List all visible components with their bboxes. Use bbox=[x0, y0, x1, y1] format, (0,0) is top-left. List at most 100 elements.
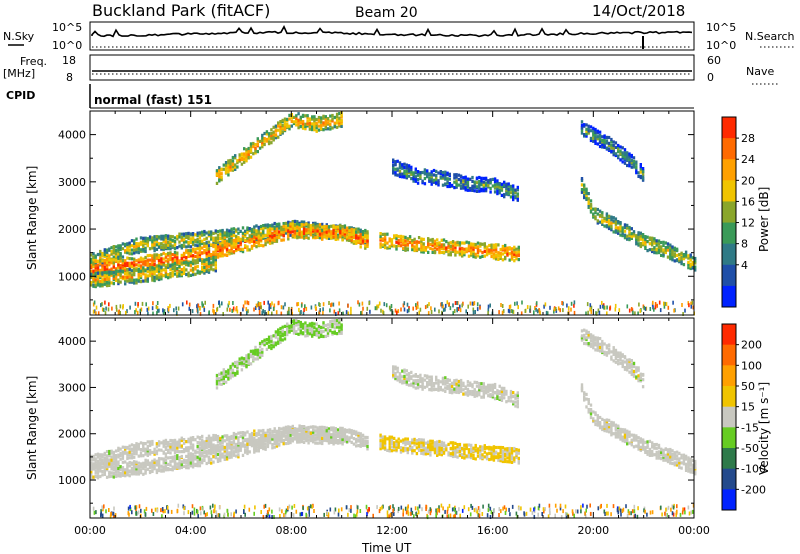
power-gs-cell-222 bbox=[163, 311, 165, 316]
power-gs-cell-372 bbox=[595, 311, 598, 316]
power-cell-1124 bbox=[287, 232, 290, 236]
velocity-cell-994 bbox=[237, 453, 240, 457]
power-cell-1680 bbox=[245, 148, 248, 152]
velocity-cell-123 bbox=[139, 448, 143, 452]
velocity-cell-140 bbox=[146, 444, 149, 448]
power-cell-1142 bbox=[293, 227, 297, 231]
velocity-cell-1111 bbox=[289, 428, 292, 432]
power-gs-cell-43 bbox=[126, 309, 128, 314]
velocity-cell-139 bbox=[146, 447, 149, 451]
power-cell-1777 bbox=[288, 117, 291, 121]
velocity-cell-1356 bbox=[267, 335, 271, 339]
power-cell-2889 bbox=[628, 154, 631, 158]
power-cell-1769 bbox=[283, 117, 287, 121]
velocity-cell-891 bbox=[194, 462, 197, 466]
power-cell-1011 bbox=[235, 242, 238, 246]
velocity-cell-866 bbox=[185, 464, 188, 468]
power-cell-2691 bbox=[662, 252, 665, 256]
power-cell-2881 bbox=[626, 154, 629, 158]
power-gs-cell-214 bbox=[338, 301, 340, 306]
velocity-cell-147 bbox=[148, 440, 152, 444]
velocity-cell-321 bbox=[230, 441, 233, 445]
velocity-cell-747 bbox=[135, 471, 138, 475]
power-gs-cell-219 bbox=[318, 310, 321, 315]
velocity-cell-671 bbox=[103, 465, 106, 469]
power-cell-2477 bbox=[509, 195, 513, 199]
power-cell-1456 bbox=[148, 274, 152, 278]
power-cell-1534 bbox=[182, 271, 186, 275]
velocity-cell-973 bbox=[228, 454, 231, 458]
power-cell-1236 bbox=[334, 235, 337, 239]
velocity-cell-723 bbox=[126, 471, 129, 475]
velocity-cell-955 bbox=[221, 455, 224, 459]
power-cell-2128 bbox=[483, 242, 486, 246]
power-cell-2510 bbox=[583, 183, 586, 187]
velocity-cell-1228 bbox=[341, 440, 344, 444]
velocity-cell-259 bbox=[203, 445, 206, 449]
power-cell-1171 bbox=[305, 228, 308, 232]
power-cell-1561 bbox=[196, 269, 199, 273]
power-cell-2557 bbox=[605, 224, 609, 228]
power-cell-64 bbox=[114, 245, 118, 249]
power-cell-880 bbox=[182, 255, 186, 259]
velocity-cell-853 bbox=[178, 461, 181, 465]
power-cell-801 bbox=[148, 262, 152, 266]
power-cell-2582 bbox=[614, 222, 618, 226]
power-cell-286 bbox=[210, 232, 213, 236]
velocity-cell-278 bbox=[210, 438, 213, 442]
power-cell-1915 bbox=[383, 235, 387, 239]
power-cell-693 bbox=[101, 259, 104, 263]
power-cell-2636 bbox=[637, 231, 640, 235]
power-cell-2646 bbox=[641, 235, 645, 239]
velocity-cell-146 bbox=[148, 442, 152, 447]
velocity-cell-241 bbox=[196, 446, 199, 450]
velocity-cell-1060 bbox=[266, 443, 270, 447]
velocity-cell-727 bbox=[126, 462, 129, 466]
velocity-cell-1454 bbox=[311, 330, 314, 334]
power-cell-2136 bbox=[488, 248, 491, 252]
velocity-cell-160 bbox=[157, 442, 161, 446]
power-cell-1467 bbox=[153, 279, 156, 283]
power-cell-984 bbox=[225, 250, 229, 254]
power-cell-1625 bbox=[222, 167, 225, 171]
power-cell-1461 bbox=[151, 276, 154, 280]
power-cell-2123 bbox=[481, 242, 484, 246]
power-cell-2521 bbox=[587, 197, 590, 201]
power-cell-1950 bbox=[402, 235, 405, 239]
power-cell-2304 bbox=[432, 173, 436, 177]
power-cell-2615 bbox=[628, 227, 631, 231]
velocity-cell-1192 bbox=[325, 438, 328, 442]
power-cell-2227 bbox=[398, 172, 402, 176]
power-cell-300 bbox=[216, 240, 220, 244]
velocity-cell-1057 bbox=[264, 437, 267, 441]
power-cell-1436 bbox=[137, 267, 140, 271]
power-cell-2617 bbox=[630, 236, 633, 240]
power-cell-1085 bbox=[268, 234, 272, 238]
power-cell-2309 bbox=[435, 176, 438, 180]
velocity-cell-1181 bbox=[321, 441, 324, 446]
power-cell-1608 bbox=[215, 181, 219, 185]
power-cell-171 bbox=[160, 234, 163, 238]
velocity-cell-1281 bbox=[234, 360, 237, 365]
power-cell-412 bbox=[262, 233, 265, 237]
velocity-cell-803 bbox=[157, 465, 161, 469]
power-cell-2657 bbox=[646, 235, 649, 239]
power-cell-1696 bbox=[254, 151, 257, 155]
velocity-cell-844 bbox=[173, 454, 177, 458]
power-cell-963 bbox=[216, 245, 220, 249]
power-cell-1532 bbox=[180, 268, 183, 272]
power-cell-2522 bbox=[587, 192, 590, 196]
power-gs-cell-46 bbox=[322, 311, 324, 316]
power-gs-cell-301 bbox=[134, 310, 136, 315]
power-cell-1628 bbox=[224, 170, 228, 174]
power-cell-2183 bbox=[508, 252, 511, 256]
velocity-cell-876 bbox=[187, 452, 190, 456]
velocity-cell-89 bbox=[126, 453, 129, 457]
velocity-cell-17 bbox=[94, 453, 97, 457]
power-cell-1974 bbox=[413, 241, 416, 245]
power-cell-1795 bbox=[297, 118, 300, 122]
velocity-cell-641 bbox=[90, 472, 93, 476]
power-cell-1955 bbox=[404, 239, 407, 243]
power-cell-2247 bbox=[405, 166, 408, 170]
velocity-cell-48 bbox=[105, 450, 109, 454]
